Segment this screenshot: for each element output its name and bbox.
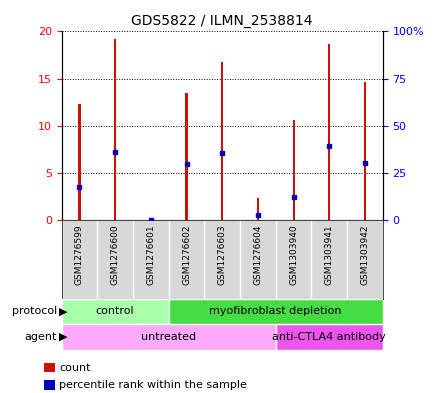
Text: count: count — [59, 362, 91, 373]
Bar — [185, 93, 187, 220]
Text: GSM1276603: GSM1276603 — [218, 224, 227, 285]
Text: percentile rank within the sample: percentile rank within the sample — [59, 380, 247, 390]
Bar — [78, 104, 81, 220]
Text: agent: agent — [25, 332, 57, 342]
Bar — [221, 62, 223, 220]
Text: GSM1276604: GSM1276604 — [253, 224, 262, 285]
Text: GSM1276599: GSM1276599 — [75, 224, 84, 285]
Text: control: control — [96, 307, 135, 316]
Text: untreated: untreated — [141, 332, 196, 342]
Bar — [276, 324, 383, 350]
Bar — [257, 198, 259, 220]
Bar — [44, 363, 55, 373]
Text: myofibroblast depletion: myofibroblast depletion — [209, 307, 342, 316]
Bar — [44, 380, 55, 390]
Text: GSM1276601: GSM1276601 — [147, 224, 155, 285]
Text: GSM1303942: GSM1303942 — [360, 224, 370, 285]
Bar — [293, 120, 295, 220]
Text: GSM1276602: GSM1276602 — [182, 224, 191, 285]
Bar — [328, 44, 330, 220]
Bar — [62, 324, 276, 350]
Bar — [169, 299, 383, 324]
Text: GSM1303941: GSM1303941 — [325, 224, 334, 285]
Text: protocol: protocol — [12, 307, 57, 316]
Text: anti-CTLA4 antibody: anti-CTLA4 antibody — [272, 332, 386, 342]
Text: GSM1303940: GSM1303940 — [289, 224, 298, 285]
Title: GDS5822 / ILMN_2538814: GDS5822 / ILMN_2538814 — [132, 14, 313, 28]
Text: ▶: ▶ — [59, 332, 68, 342]
Bar — [62, 299, 169, 324]
Text: ▶: ▶ — [59, 307, 68, 316]
Bar — [364, 83, 366, 220]
Bar — [114, 39, 116, 220]
Text: GSM1276600: GSM1276600 — [110, 224, 120, 285]
